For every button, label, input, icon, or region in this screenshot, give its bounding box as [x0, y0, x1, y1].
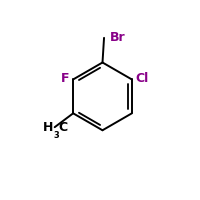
Text: F: F — [61, 72, 69, 85]
Text: 3: 3 — [54, 131, 60, 140]
Text: C: C — [59, 121, 68, 134]
Text: H: H — [43, 121, 53, 134]
Text: Br: Br — [109, 31, 125, 44]
Text: Cl: Cl — [136, 72, 149, 85]
